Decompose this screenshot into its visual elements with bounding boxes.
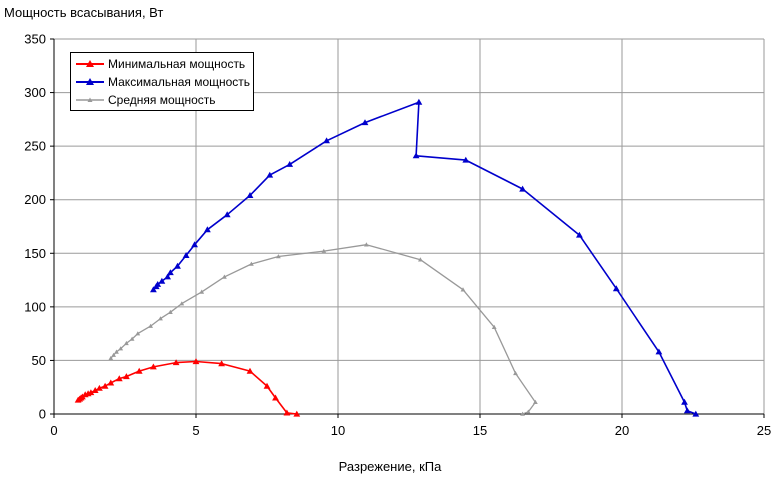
data-point-series-1 [681, 398, 688, 405]
data-point-series-2 [249, 261, 254, 266]
data-point-series-0 [115, 375, 123, 382]
data-point-series-1 [462, 156, 470, 163]
data-point-series-0 [91, 387, 99, 393]
legend-label-max: Максимальная мощность [108, 75, 251, 89]
data-point-series-1 [266, 171, 274, 178]
data-point-series-1 [692, 410, 700, 417]
y-axis-label: Мощность всасывания, Вт [4, 5, 164, 20]
x-tick-label: 0 [50, 423, 57, 438]
data-point-series-0 [101, 382, 109, 389]
x-tick-label: 10 [331, 423, 345, 438]
data-point-series-2 [418, 257, 423, 262]
data-point-series-0 [150, 363, 157, 370]
data-point-series-0 [87, 389, 95, 396]
data-point-series-0 [263, 382, 271, 389]
legend: Минимальная мощность Максимальная мощнос… [70, 52, 254, 111]
data-point-series-2 [118, 346, 124, 351]
legend-label-avg: Средняя мощность [108, 93, 216, 107]
data-point-series-2 [124, 340, 129, 346]
data-point-series-1 [154, 281, 162, 287]
data-point-series-2 [108, 355, 114, 361]
data-point-series-0 [283, 409, 291, 416]
y-tick-label: 250 [24, 139, 46, 154]
data-point-series-2 [158, 316, 163, 321]
data-point-series-1 [164, 273, 171, 280]
data-point-series-1 [191, 241, 198, 248]
y-tick-label: 350 [24, 32, 46, 47]
legend-marker-avg [76, 97, 104, 102]
data-point-series-1 [323, 137, 330, 144]
data-point-series-1 [361, 119, 369, 126]
legend-item-min: Минимальная мощность [75, 55, 249, 73]
data-point-series-2 [199, 289, 205, 294]
data-point-series-0 [192, 358, 200, 365]
data-point-series-0 [107, 379, 115, 386]
data-point-series-2 [111, 352, 116, 357]
y-tick-label: 0 [39, 407, 46, 422]
data-point-series-0 [96, 384, 103, 391]
data-point-series-2 [168, 309, 173, 314]
data-point-series-2 [148, 323, 153, 328]
legend-item-max: Максимальная мощность [75, 73, 251, 91]
data-point-series-1 [612, 285, 620, 292]
data-point-series-0 [272, 394, 279, 401]
data-point-series-1 [182, 252, 190, 258]
data-point-series-1 [246, 192, 254, 198]
data-point-series-2 [525, 409, 531, 414]
data-point-series-1 [174, 262, 181, 269]
data-point-series-1 [204, 226, 211, 233]
data-point-series-0 [293, 410, 301, 417]
data-point-series-1 [223, 211, 231, 218]
data-point-series-1 [683, 407, 691, 414]
data-point-series-2 [222, 274, 227, 279]
data-point-series-2 [321, 248, 327, 253]
x-tick-label: 20 [615, 423, 629, 438]
x-tick-label: 25 [757, 423, 771, 438]
data-point-series-1 [167, 269, 174, 276]
data-point-series-2 [520, 411, 525, 416]
x-tick-label: 15 [473, 423, 487, 438]
axes [50, 38, 765, 418]
data-point-series-1 [158, 277, 166, 284]
data-point-series-1 [519, 185, 526, 192]
data-point-series-2 [276, 254, 281, 259]
x-axis-label: Разрежение, кПа [338, 459, 442, 474]
x-tick-label: 5 [192, 423, 199, 438]
data-point-series-2 [491, 324, 497, 329]
data-point-series-2 [533, 399, 538, 404]
data-point-series-2 [179, 301, 185, 306]
data-point-series-2 [460, 287, 466, 292]
y-tick-label: 300 [24, 85, 46, 100]
data-point-series-1 [150, 286, 157, 293]
y-tick-label: 150 [24, 246, 46, 261]
data-point-series-2 [364, 242, 369, 247]
data-point-series-1 [655, 348, 663, 355]
data-point-series-0 [218, 360, 225, 367]
data-point-series-0 [172, 359, 180, 366]
data-point-series-0 [135, 367, 143, 374]
data-point-series-1 [415, 98, 423, 105]
data-point-series-2 [114, 349, 119, 354]
legend-marker-max [76, 78, 104, 85]
legend-label-min: Минимальная мощность [108, 57, 246, 71]
legend-item-avg: Средняя мощность [75, 91, 249, 109]
data-point-series-0 [246, 367, 254, 374]
legend-marker-min [76, 60, 104, 67]
y-tick-label: 50 [32, 353, 46, 368]
y-tick-label: 200 [24, 192, 46, 207]
data-point-series-2 [129, 336, 135, 341]
data-point-series-2 [135, 331, 141, 336]
data-point-series-1 [412, 152, 420, 159]
data-point-series-1 [576, 231, 583, 238]
data-point-series-0 [123, 373, 130, 380]
y-tick-label: 100 [24, 299, 46, 314]
data-point-series-2 [513, 370, 518, 376]
tick-labels: 0 50 100 150 200 250 300 350 0 5 10 15 20 25 [24, 32, 771, 439]
data-point-series-1 [286, 161, 294, 167]
series-markers [74, 98, 700, 417]
